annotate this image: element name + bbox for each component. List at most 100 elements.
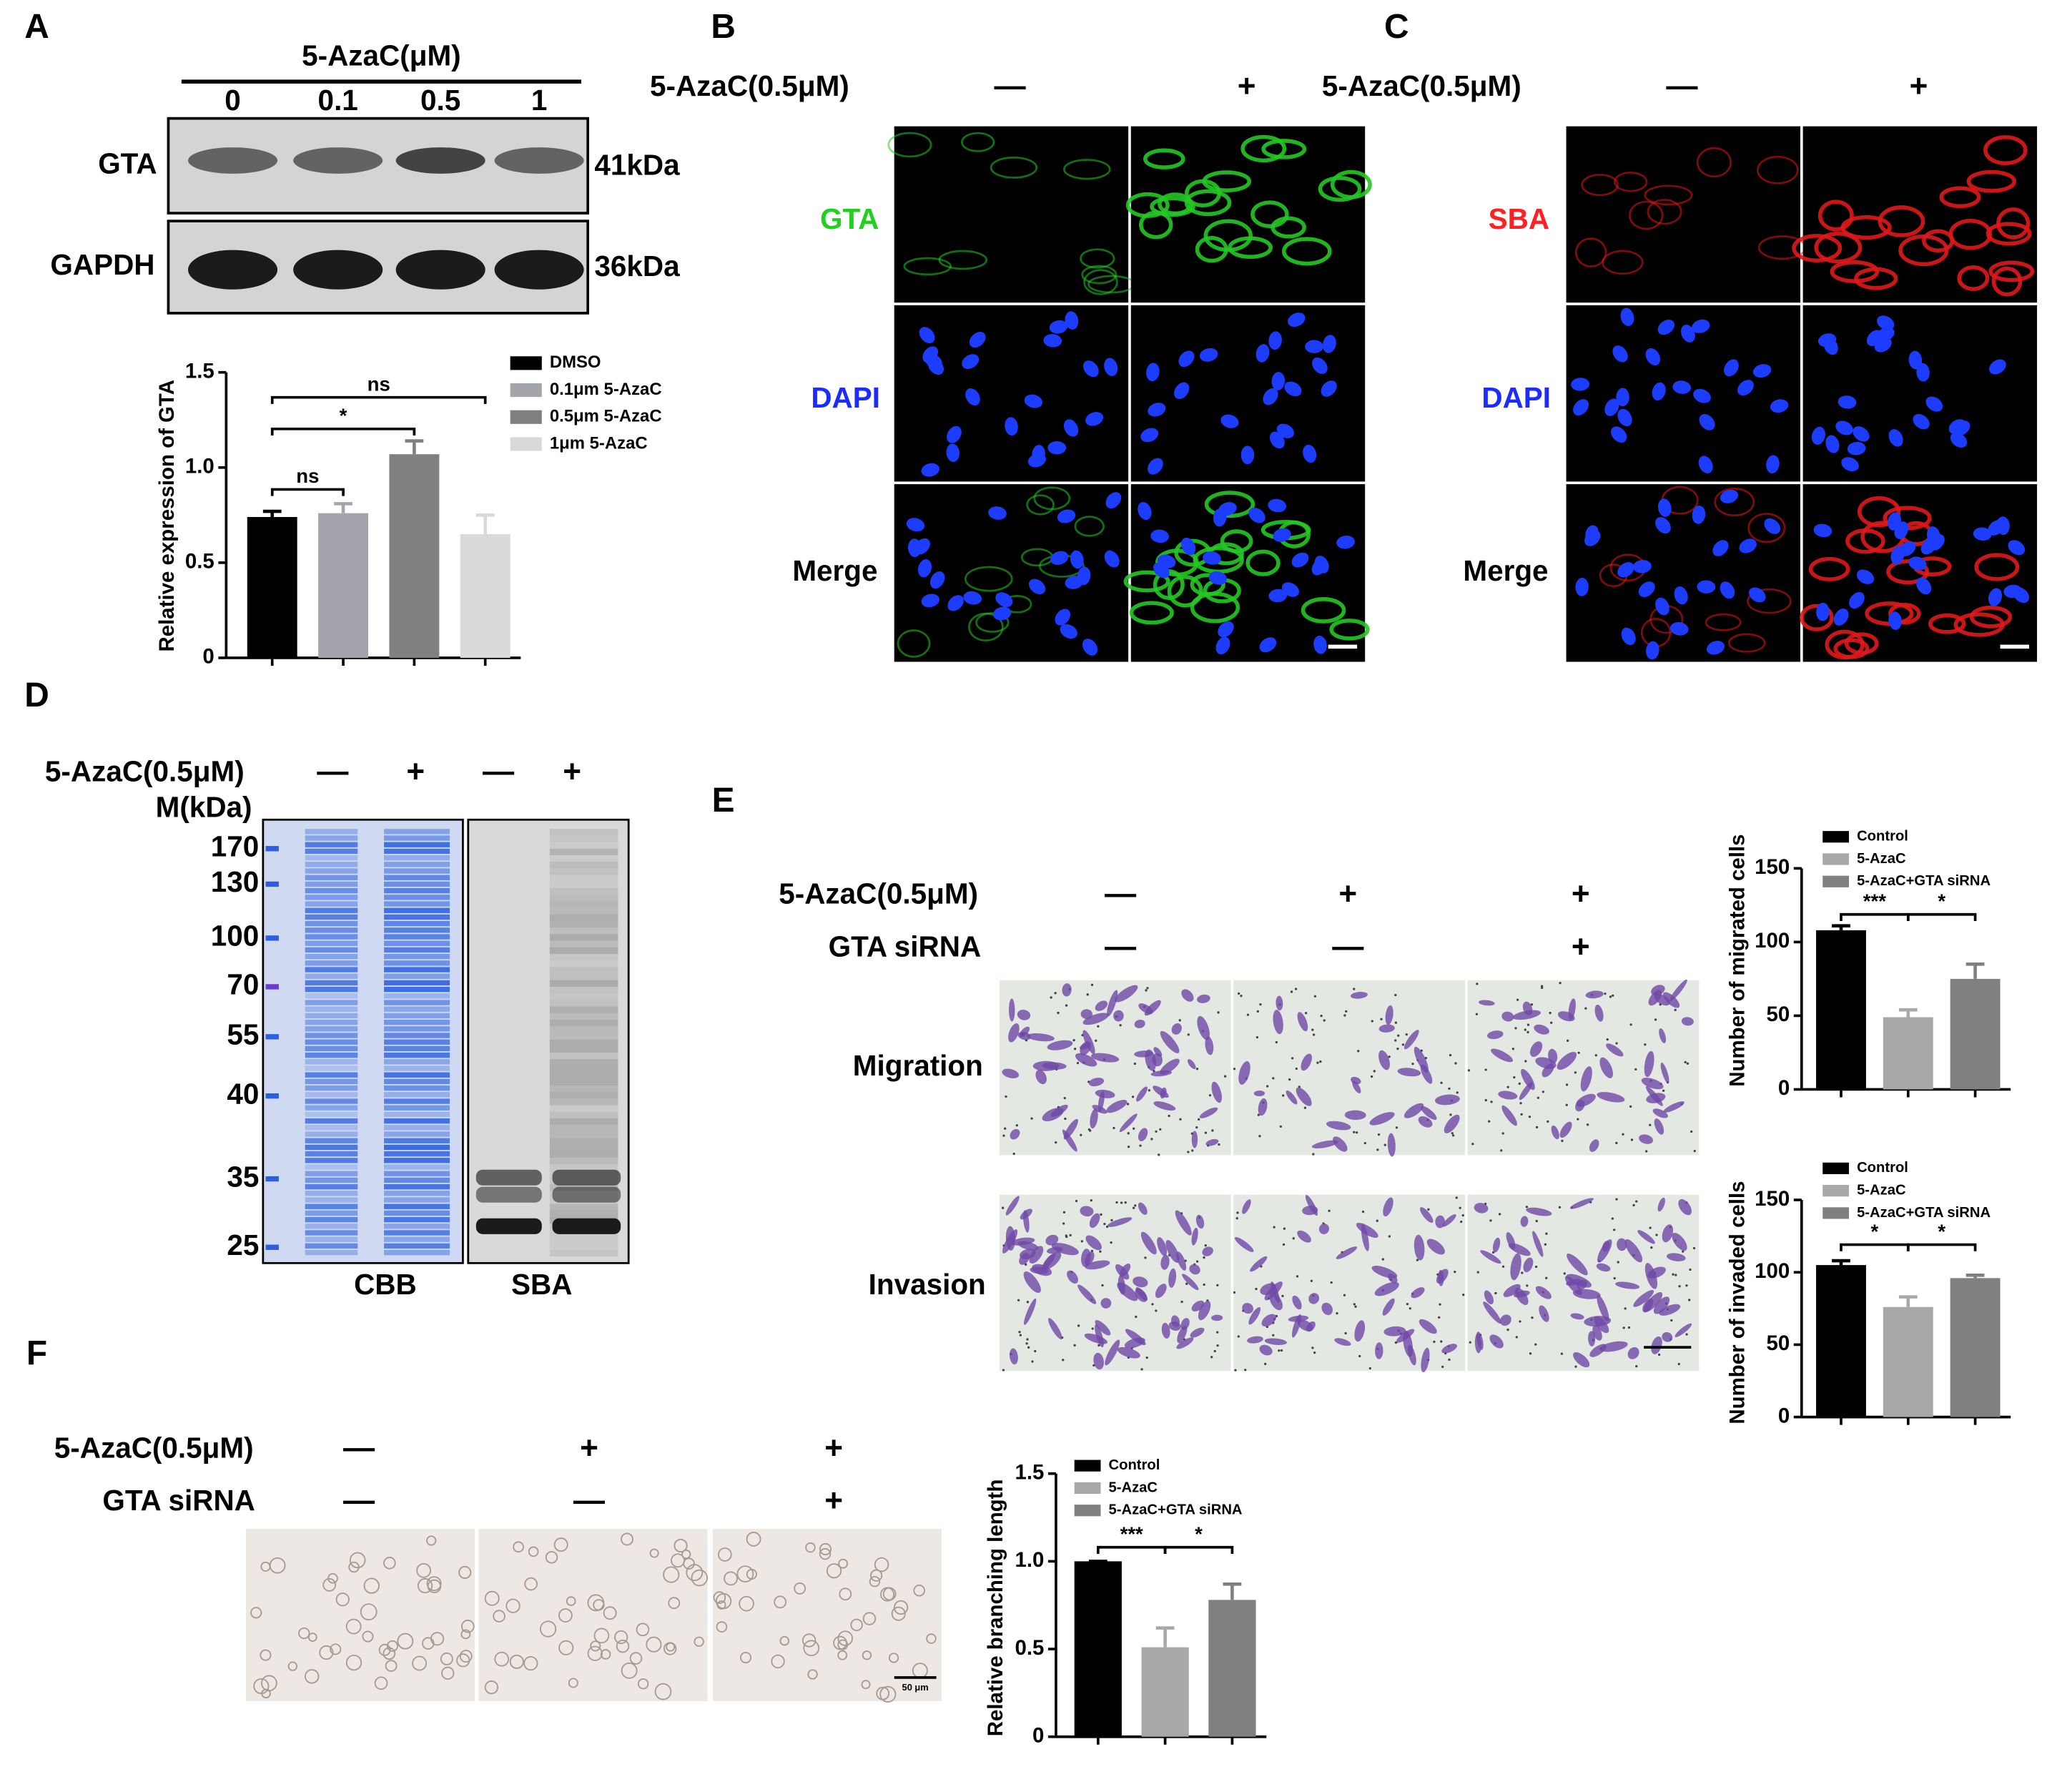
nucleus [1575,578,1589,596]
gel-band [384,1052,450,1058]
gel-band [384,1249,450,1256]
pore [1343,1294,1346,1296]
y-tick-label: 0 [202,645,214,669]
label: SBA [511,1268,572,1301]
tube-cell [528,1546,539,1557]
pore [1211,1129,1214,1132]
tube-cell [524,1577,538,1591]
tube-cell [494,1651,510,1667]
error-bar [405,439,424,455]
nucleus [921,594,939,608]
stained-cell [1197,1015,1210,1040]
stained-cell [1479,1000,1495,1006]
pore [1506,1328,1509,1331]
pore [1534,1343,1537,1346]
tube-cell [668,1597,681,1610]
pore [1520,1113,1523,1116]
gel-band [305,1224,358,1229]
tube-cell [739,1595,754,1612]
panel-label: A [24,8,49,46]
gel-band [305,1000,358,1005]
pore [1001,1206,1005,1209]
tube-cell [671,1553,685,1568]
stained-cell [1085,1260,1110,1270]
tube-cell [568,1678,578,1688]
tube-cell [385,1660,398,1673]
pore [1565,1083,1569,1086]
tube-cell [319,1645,334,1660]
stained-cell [1032,1060,1060,1071]
cell-stain [1727,633,1766,653]
pore [1216,1344,1219,1347]
panel-label: C [1384,8,1409,46]
nucleus [1181,537,1196,556]
pore [1291,1057,1294,1060]
pore [1672,1273,1674,1276]
pore [1657,1353,1661,1357]
gel-band [384,986,450,993]
tube-cell [386,1640,398,1652]
pore [1054,992,1057,995]
nucleus [1652,382,1666,401]
nucleus [1841,457,1859,472]
pore [1506,1085,1509,1088]
tube-cell [545,1551,558,1564]
gel-band [305,986,358,993]
pore [1383,1143,1386,1146]
pore [1062,1359,1065,1362]
nucleus [1604,398,1619,416]
gel-band [305,1118,358,1124]
stained-cell [1421,1106,1437,1121]
pore [1295,1067,1298,1070]
cell-stain [1747,513,1786,543]
pore [1613,1229,1616,1231]
label: 130 [211,865,260,898]
nucleus [906,518,925,532]
pore [1015,1124,1018,1127]
stained-cell [1589,1139,1599,1152]
tube-cell [593,1628,610,1644]
significance-bracket [1840,912,1910,921]
nucleus [1973,527,1992,541]
label: — [483,754,515,789]
pore [1609,995,1612,998]
tube-cell [716,1621,728,1633]
pore [1528,1116,1531,1118]
y-axis-label: Number of migrated cells [1725,835,1749,1087]
bar [1074,1561,1122,1737]
tube-cell [345,1654,362,1671]
gel-band [384,940,450,946]
tube-cell [523,1655,538,1671]
label: + [824,1483,843,1518]
stained-cell [1297,1012,1308,1032]
legend-swatch [1074,1482,1101,1495]
stained-cell [1205,1138,1219,1146]
pore [1311,1347,1314,1349]
stained-cell [1020,1208,1032,1220]
nucleus [1752,364,1772,378]
pore [1187,1033,1190,1036]
pore [1296,1275,1299,1278]
pore [1027,1346,1030,1349]
pore [1467,1069,1471,1072]
nucleus [1248,508,1266,523]
nucleus [1314,556,1329,573]
marker-band [265,984,279,990]
stained-cell [1369,1112,1395,1126]
stained-cell [1654,1118,1664,1135]
blot-smear [549,1236,618,1244]
blot-smear [549,1125,618,1132]
pore [1344,1331,1347,1335]
nucleus [1989,359,2006,375]
stained-cell [1090,1108,1098,1129]
gel-band [384,1006,450,1012]
pore [1140,1368,1143,1371]
nucleus [947,595,964,611]
stained-cell [1585,990,1604,999]
pore [1371,1020,1373,1023]
legend-swatch [1822,853,1850,865]
pore [1133,1062,1137,1065]
stained-cell [1344,1110,1366,1121]
gel-band [305,1105,358,1111]
pore [1062,1222,1065,1225]
